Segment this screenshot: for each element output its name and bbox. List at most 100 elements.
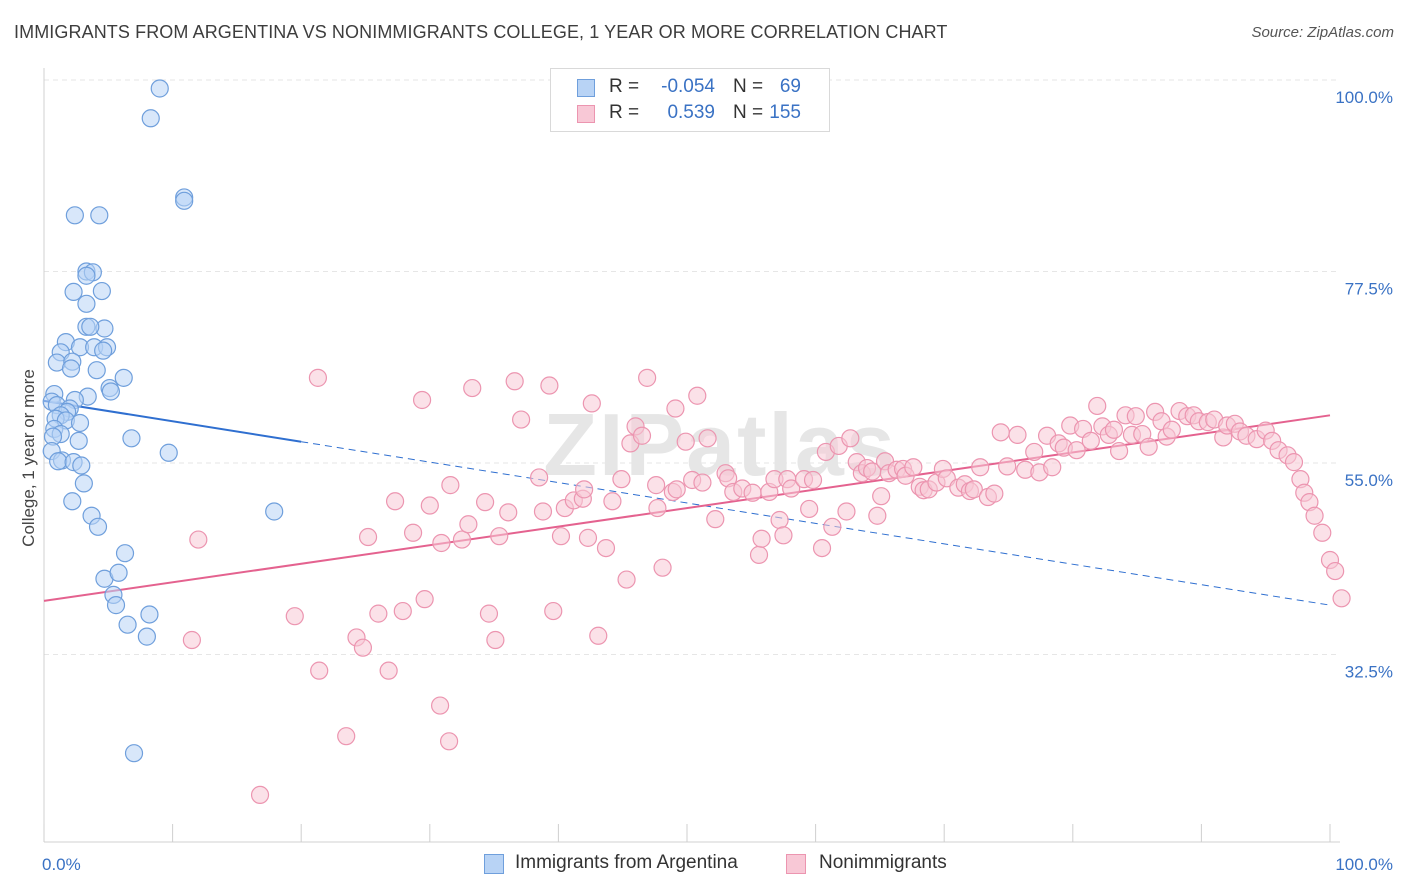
point-nonimmigrants <box>698 429 717 448</box>
point-nonimmigrants <box>617 570 636 589</box>
point-argentina <box>140 605 159 624</box>
point-argentina <box>77 266 96 285</box>
point-nonimmigrants <box>403 523 423 542</box>
point-nonimmigrants <box>823 517 842 536</box>
point-argentina <box>90 206 109 225</box>
point-nonimmigrants <box>420 496 439 515</box>
point-nonimmigrants <box>1139 437 1158 456</box>
x-tick-label: 100.0% <box>1335 855 1393 874</box>
point-nonimmigrants <box>596 538 616 558</box>
point-nonimmigrants <box>505 372 524 391</box>
legend-r-label: R = <box>609 76 640 97</box>
point-nonimmigrants <box>430 696 450 715</box>
point-nonimmigrants <box>578 528 598 547</box>
point-nonimmigrants <box>648 498 667 518</box>
legend-swatch-pink <box>577 105 595 123</box>
point-argentina <box>118 615 137 634</box>
point-argentina <box>137 627 156 646</box>
point-nonimmigrants <box>589 626 608 645</box>
tick-labels: 32.5% 55.0% 77.5% 100.0% 0.0% 100.0% <box>42 88 1393 874</box>
point-nonimmigrants <box>774 526 793 545</box>
point-nonimmigrants <box>475 493 495 512</box>
point-nonimmigrants <box>490 527 509 546</box>
legend-n-label: N = <box>733 102 764 123</box>
point-nonimmigrants <box>868 506 887 525</box>
point-argentina <box>77 294 96 313</box>
point-nonimmigrants <box>432 533 451 553</box>
point-nonimmigrants <box>544 601 563 621</box>
point-nonimmigrants <box>540 376 559 395</box>
point-argentina <box>175 191 194 210</box>
point-nonimmigrants <box>872 487 891 506</box>
point-nonimmigrants <box>800 499 819 519</box>
point-nonimmigrants <box>693 473 712 492</box>
data-points <box>42 79 1351 805</box>
point-argentina <box>122 429 141 448</box>
point-nonimmigrants <box>308 368 328 387</box>
point-nonimmigrants <box>385 492 405 511</box>
point-nonimmigrants <box>1067 441 1086 460</box>
point-nonimmigrants <box>904 458 923 477</box>
legend-row-argentina: R = -0.054 N = 69 <box>551 75 829 101</box>
point-nonimmigrants <box>369 604 388 623</box>
grid <box>44 79 1340 655</box>
point-nonimmigrants <box>1008 425 1027 444</box>
legend-r-value: -0.054 <box>661 76 715 97</box>
point-nonimmigrants <box>743 483 762 502</box>
point-nonimmigrants <box>551 527 571 546</box>
point-argentina <box>141 109 160 128</box>
legend-r-label: R = <box>609 102 640 123</box>
point-nonimmigrants <box>379 661 398 680</box>
point-nonimmigrants <box>393 601 412 621</box>
point-argentina <box>114 368 133 387</box>
point-nonimmigrants <box>770 510 789 530</box>
point-argentina <box>124 744 144 763</box>
point-nonimmigrants <box>688 386 707 405</box>
bottom-legend-label: Nonimmigrants <box>819 852 947 873</box>
point-nonimmigrants <box>479 604 499 623</box>
point-nonimmigrants <box>530 468 549 487</box>
point-argentina <box>106 596 126 615</box>
point-argentina <box>63 492 82 511</box>
trend-line-argentina <box>301 441 1331 606</box>
point-nonimmigrants <box>1081 431 1100 450</box>
point-nonimmigrants <box>1109 441 1129 461</box>
point-argentina <box>159 443 178 462</box>
point-nonimmigrants <box>985 484 1004 503</box>
legend-n-label: N = <box>733 76 764 97</box>
point-nonimmigrants <box>353 638 373 657</box>
point-nonimmigrants <box>752 529 771 548</box>
point-nonimmigrants <box>337 727 356 746</box>
point-nonimmigrants <box>575 480 594 499</box>
point-nonimmigrants <box>486 630 505 650</box>
point-nonimmigrants <box>1126 407 1145 426</box>
point-nonimmigrants <box>189 530 208 549</box>
y-tick-label: 32.5% <box>1345 663 1393 682</box>
point-nonimmigrants <box>676 432 695 451</box>
point-nonimmigrants <box>632 426 652 445</box>
point-nonimmigrants <box>998 457 1017 476</box>
point-argentina <box>69 431 88 450</box>
point-nonimmigrants <box>1305 506 1324 525</box>
point-nonimmigrants <box>499 503 518 522</box>
legend: R = -0.054 N = 69 R = 0.539 N = 155 <box>550 68 830 132</box>
point-argentina <box>81 317 100 336</box>
point-nonimmigrants <box>439 732 459 751</box>
point-argentina <box>115 544 135 563</box>
bottom-legend-swatch-blue <box>484 854 504 874</box>
legend-swatch-blue <box>577 79 595 97</box>
y-tick-label: 77.5% <box>1345 280 1393 299</box>
point-argentina <box>92 281 111 301</box>
point-nonimmigrants <box>1162 420 1181 439</box>
point-nonimmigrants <box>250 785 270 805</box>
y-tick-label: 100.0% <box>1335 88 1393 107</box>
point-nonimmigrants <box>1284 453 1304 472</box>
point-nonimmigrants <box>603 492 622 511</box>
point-argentina <box>88 517 108 536</box>
point-nonimmigrants <box>512 410 531 429</box>
point-nonimmigrants <box>463 378 482 398</box>
point-nonimmigrants <box>1326 561 1345 581</box>
point-nonimmigrants <box>971 458 990 477</box>
point-nonimmigrants <box>647 476 666 495</box>
